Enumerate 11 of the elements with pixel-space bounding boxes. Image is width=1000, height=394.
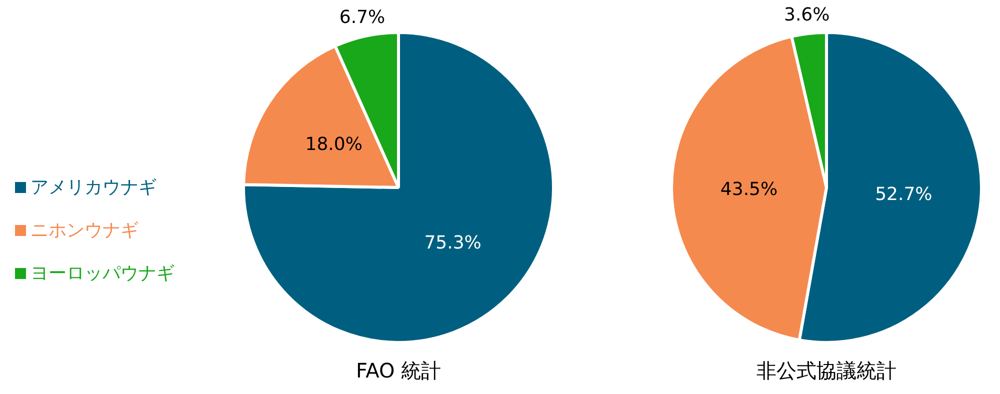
data-label: 75.3%	[424, 232, 482, 254]
data-label: 18.0%	[305, 134, 362, 156]
data-label: 6.7%	[339, 7, 386, 28]
text: FAO 統計	[356, 358, 442, 382]
text: 非公式協議統計	[756, 358, 896, 382]
data-label: 3.6%	[784, 4, 830, 26]
data-label: 52.7%	[875, 184, 932, 205]
legend-label: ニホンウナギ	[30, 220, 138, 241]
legend-label: ヨーロッパウナギ	[30, 263, 174, 284]
data-label: 43.5%	[720, 178, 778, 200]
legend-label: アメリカウナギ	[30, 177, 156, 198]
